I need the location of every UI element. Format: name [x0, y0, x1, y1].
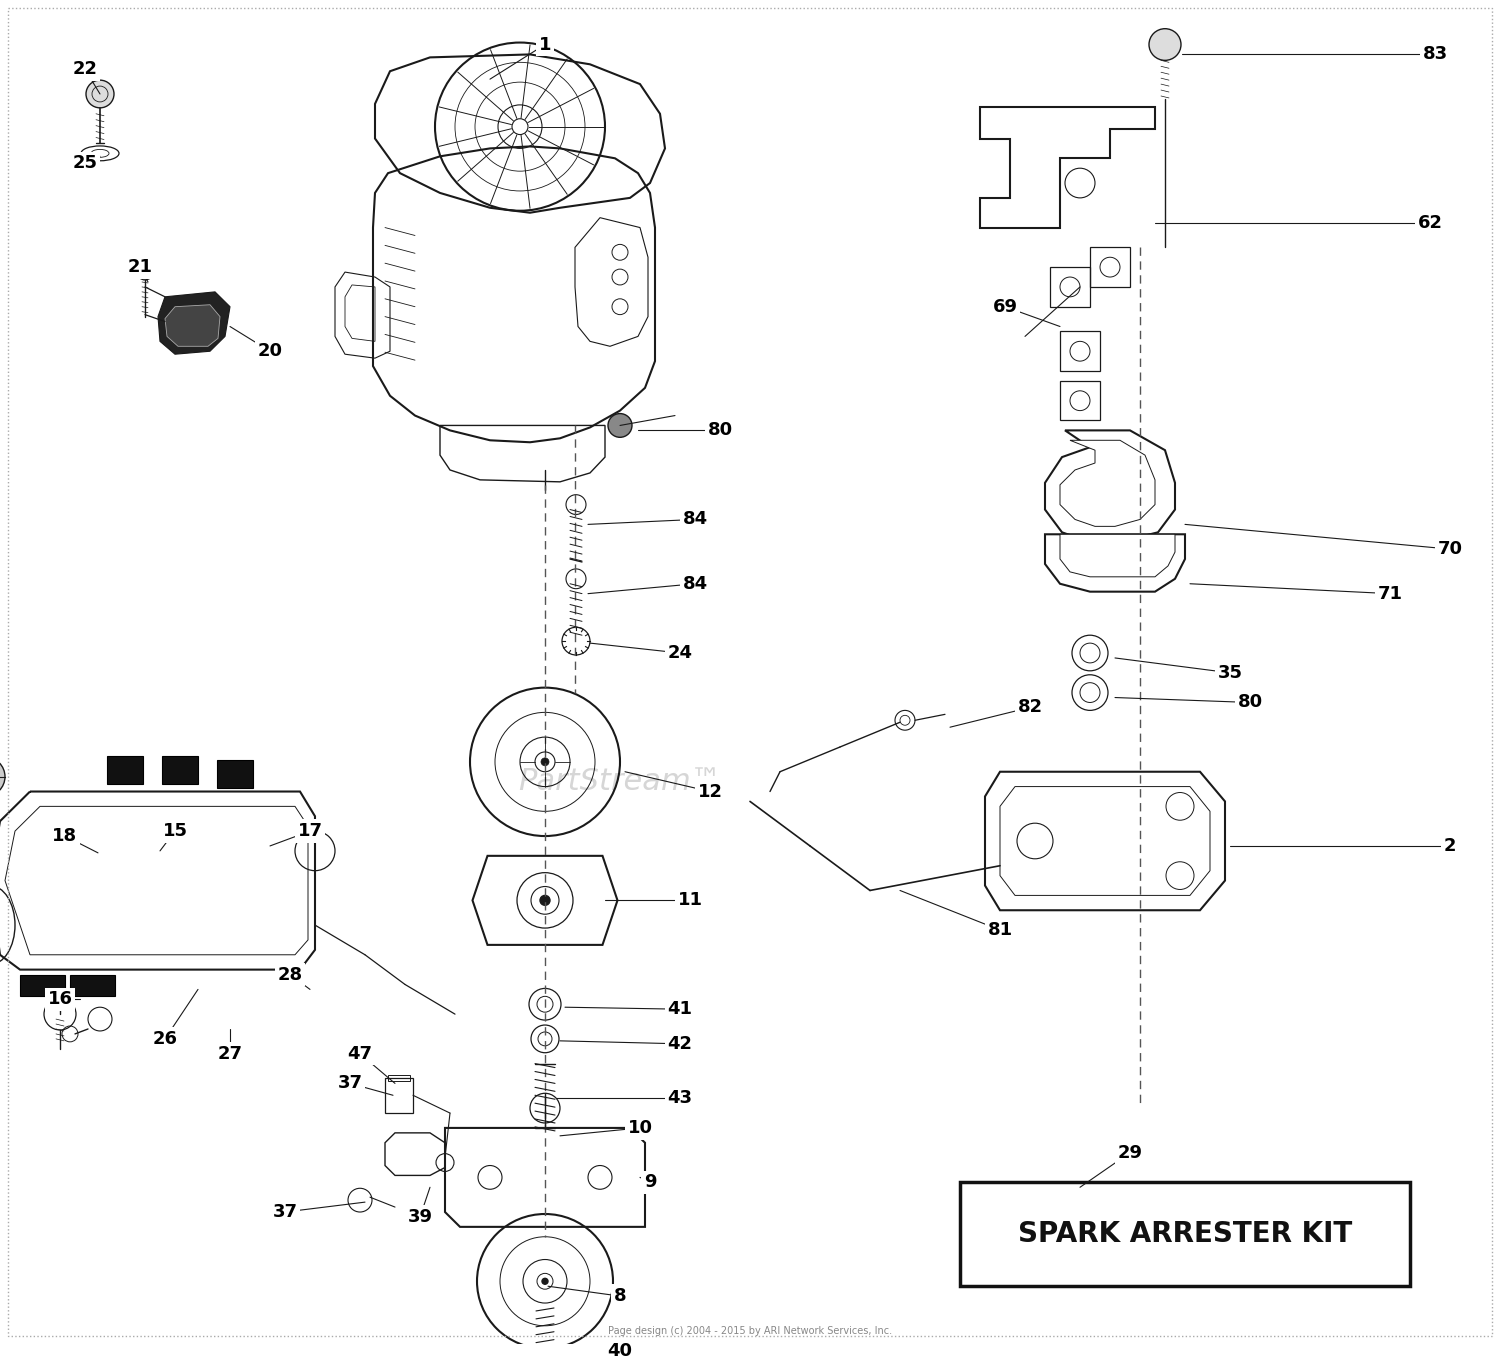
Circle shape	[0, 756, 4, 797]
Text: 9: 9	[644, 1173, 657, 1191]
Text: 21: 21	[128, 258, 153, 276]
Text: 1: 1	[538, 35, 552, 53]
Text: 83: 83	[1422, 45, 1448, 64]
Text: 69: 69	[993, 297, 1017, 315]
Bar	[1050, 268, 1090, 307]
Text: 11: 11	[678, 891, 702, 910]
Bar	[960, 1183, 1410, 1286]
Circle shape	[1149, 29, 1180, 60]
Text: 80: 80	[708, 421, 732, 440]
Text: 71: 71	[1377, 585, 1402, 603]
Text: 18: 18	[53, 827, 78, 845]
Circle shape	[86, 80, 114, 107]
Bar	[70, 975, 116, 997]
Bar	[386, 1078, 412, 1114]
Circle shape	[542, 758, 549, 766]
Text: 70: 70	[1437, 540, 1462, 558]
Text: 10: 10	[627, 1119, 652, 1137]
Text: SPARK ARRESTER KIT: SPARK ARRESTER KIT	[1019, 1221, 1352, 1248]
Polygon shape	[1060, 534, 1174, 577]
Bar	[1090, 247, 1130, 287]
Polygon shape	[1060, 440, 1155, 527]
Text: 43: 43	[668, 1089, 693, 1107]
Text: 28: 28	[278, 966, 303, 983]
Text: 26: 26	[153, 1029, 177, 1048]
Text: 47: 47	[348, 1044, 372, 1063]
Text: 42: 42	[668, 1035, 693, 1052]
Circle shape	[542, 1278, 548, 1285]
Bar	[388, 1076, 410, 1081]
Text: PartStream™: PartStream™	[519, 767, 722, 796]
Text: 35: 35	[1218, 664, 1242, 682]
Text: 22: 22	[72, 60, 98, 79]
Text: 84: 84	[682, 511, 708, 528]
Text: 37: 37	[273, 1203, 297, 1221]
Text: 29: 29	[1118, 1143, 1143, 1161]
Text: 27: 27	[217, 1044, 243, 1063]
Bar	[162, 756, 198, 784]
Text: 12: 12	[698, 782, 723, 800]
Text: 2: 2	[1443, 837, 1456, 856]
Text: 39: 39	[408, 1209, 432, 1226]
Polygon shape	[158, 292, 230, 354]
Text: 20: 20	[258, 342, 282, 360]
Circle shape	[136, 265, 153, 280]
Bar	[217, 760, 254, 788]
Text: 84: 84	[682, 574, 708, 592]
Circle shape	[540, 895, 550, 906]
Text: 25: 25	[72, 155, 98, 172]
Bar	[1060, 331, 1100, 371]
Text: 82: 82	[1017, 698, 1042, 717]
Text: 16: 16	[48, 990, 72, 1008]
Text: 40: 40	[608, 1342, 633, 1358]
Bar	[1060, 382, 1100, 421]
Text: 81: 81	[987, 921, 1012, 938]
Bar	[20, 975, 64, 997]
Text: 41: 41	[668, 1001, 693, 1018]
Text: 24: 24	[668, 644, 693, 661]
Polygon shape	[165, 304, 220, 346]
Circle shape	[608, 414, 631, 437]
Text: 80: 80	[1238, 694, 1263, 712]
Text: 15: 15	[162, 822, 188, 841]
Text: 37: 37	[338, 1074, 363, 1092]
Text: 62: 62	[1418, 213, 1443, 232]
Bar	[106, 756, 142, 784]
Text: Page design (c) 2004 - 2015 by ARI Network Services, Inc.: Page design (c) 2004 - 2015 by ARI Netwo…	[608, 1325, 892, 1336]
Text: 17: 17	[297, 822, 322, 841]
Text: 8: 8	[614, 1287, 627, 1305]
